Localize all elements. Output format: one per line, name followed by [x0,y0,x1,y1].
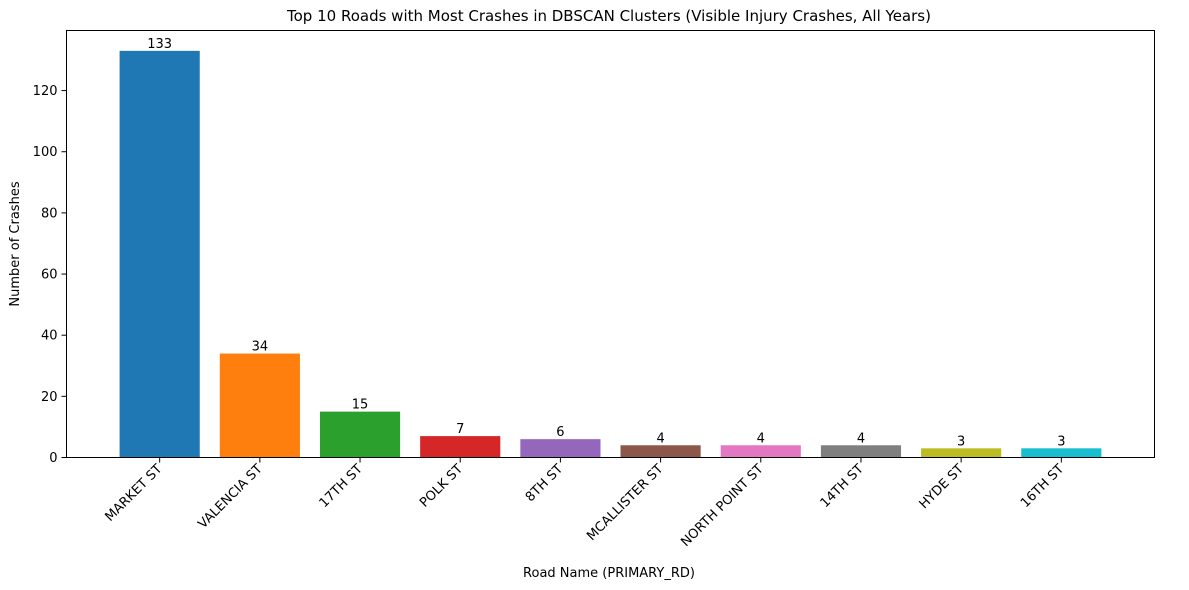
bar-value-label: 4 [757,431,765,446]
bar-valencia-st [219,353,300,458]
x-tick-label: MCALLISTER ST [584,462,666,544]
bar-17th-st [319,411,401,458]
x-tick-label: HYDE ST [917,462,967,512]
bar-value-label: 3 [1057,434,1065,449]
bar-value-label: 4 [656,431,664,446]
axes-layer [66,30,1155,458]
y-tick-label: 80 [41,206,58,221]
bar-hyde-st [921,448,1002,458]
bar-8th-st [520,439,601,458]
x-tick-label: VALENCIA ST [195,462,265,532]
bar-polk-st [420,436,501,458]
x-tick-label: 17TH ST [317,462,366,511]
x-tick-label: MARKET ST [102,462,165,525]
x-axis-label: Road Name (PRIMARY_RD) [523,566,695,581]
y-tick-label: 60 [41,268,58,283]
bar-value-label: 7 [456,422,464,437]
x-tick-label: 8TH ST [523,462,566,505]
y-axis-label: Number of Crashes [8,181,23,306]
x-tick-label: 16TH ST [1018,462,1067,511]
y-ticks-layer: 0 20 40 60 80 100 120 [33,84,67,466]
bar-16th-st [1021,448,1102,458]
bar-value-label: 4 [857,431,865,446]
bar-value-label: 3 [957,434,965,449]
x-tick-label: POLK ST [417,462,466,511]
y-tick-label: 100 [33,145,58,160]
y-tick-label: 120 [33,84,58,99]
bar-value-label: 133 [147,37,172,52]
chart-title: Top 10 Roads with Most Crashes in DBSCAN… [286,7,931,25]
y-tick-label: 20 [41,390,58,405]
bar-value-label: 15 [352,398,369,413]
y-tick-label: 0 [49,451,57,466]
bar-value-label: 6 [556,425,564,440]
plot-frame [66,30,1155,458]
y-tick-label: 40 [41,329,58,344]
x-tick-label: NORTH POINT ST [678,462,766,550]
bar-value-label: 34 [252,340,269,355]
value-labels-layer: 133 34 15 7 6 4 4 4 3 3 [147,37,1065,449]
x-tick-label: 14TH ST [818,462,867,511]
bar-14th-st [820,445,902,458]
bar-north-point-st [720,445,801,458]
bar-market-st [119,50,200,458]
bar-mcallister-st [620,445,701,458]
x-ticks-layer: MARKET ST VALENCIA ST 17TH ST POLK ST 8TH ST… [102,457,1067,550]
bars-layer [119,50,1102,458]
